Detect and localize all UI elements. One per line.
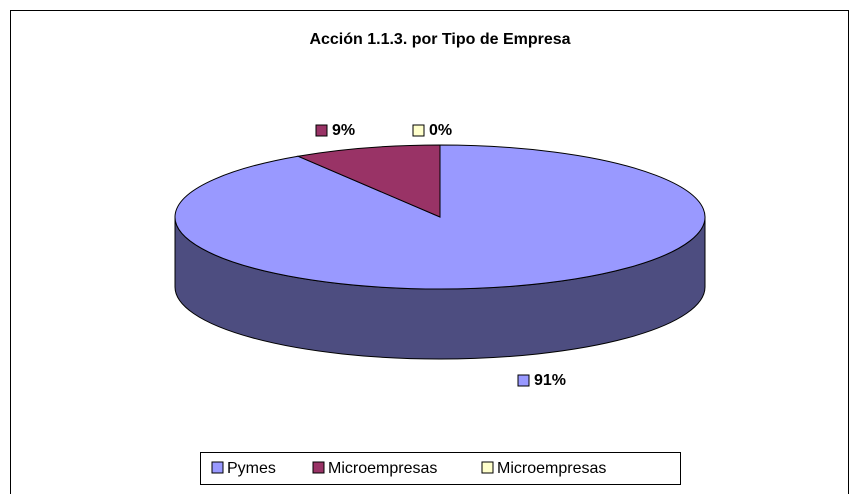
data-label: 9%: [332, 122, 355, 139]
data-label: 0%: [429, 122, 452, 139]
legend-key: [481, 461, 494, 474]
legend-key: [211, 461, 224, 474]
label-key: [412, 124, 425, 137]
legend-label: Microempresas: [497, 460, 606, 477]
label-key: [315, 124, 328, 137]
legend-label: Pymes: [227, 460, 276, 477]
label-key: [517, 374, 530, 387]
chart-title: Acción 1.1.3. por Tipo de Empresa: [309, 31, 570, 48]
legend-label: Microempresas: [328, 460, 437, 477]
data-label: 91%: [534, 372, 566, 389]
legend-key: [312, 461, 325, 474]
pie-slice: [296, 144, 441, 218]
legend-box: [200, 452, 681, 485]
